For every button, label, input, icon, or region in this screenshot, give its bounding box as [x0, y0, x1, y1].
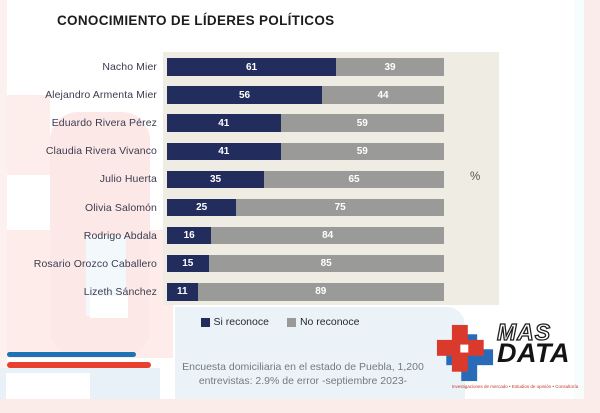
bar-value-label: 41	[218, 117, 230, 129]
bar-segment-no-reconoce: 75	[236, 198, 445, 217]
stacked-bar: 35 65	[167, 170, 445, 189]
stacked-bar: 15 85	[167, 254, 444, 273]
legend-label-si: Si reconoce	[213, 316, 269, 328]
survey-footnote: Encuesta domiciliaria en el estado de Pu…	[175, 360, 431, 388]
bar-segment-no-reconoce: 84	[211, 226, 444, 245]
bar-segment-si-reconoce: 25	[167, 198, 237, 217]
bar-value-label: 59	[356, 117, 368, 129]
bar-value-label: 85	[320, 258, 332, 270]
bar-value-label: 56	[238, 89, 251, 101]
bar-segment-si-reconoce: 15	[167, 254, 209, 273]
bar-segment-si-reconoce: 11	[167, 283, 198, 301]
bar-segment-no-reconoce: 44	[322, 86, 444, 104]
stacked-bar: 61 39	[167, 58, 444, 76]
category-label: Eduardo Rivera Pérez	[51, 117, 157, 130]
bar-segment-no-reconoce: 65	[264, 170, 445, 189]
category-label: Rodrigo Abdala	[83, 229, 157, 242]
stacked-bar: 56 44	[167, 86, 444, 104]
bar-value-label: 89	[315, 286, 327, 298]
legend-item-no-reconoce: No reconoce	[286, 316, 360, 328]
legend-item-si-reconoce: Si reconoce	[200, 316, 269, 328]
bar-value-label: 75	[334, 202, 346, 214]
bar-value-label: 15	[182, 258, 194, 270]
deco-red-accent-line	[7, 361, 151, 368]
stacked-bar: 41 59	[167, 114, 444, 132]
survey-footnote-line2: entrevistas: 2.9% de error -septiembre 2…	[198, 375, 408, 388]
category-label: Nacho Mier	[102, 61, 157, 74]
deco-right-edge-strip	[584, 0, 600, 413]
bar-segment-si-reconoce: 41	[167, 114, 281, 132]
bar-segment-si-reconoce: 35	[167, 170, 264, 189]
chart-row: Julio Huerta 35 65	[11, 165, 451, 193]
bar-segment-no-reconoce: 59	[280, 114, 444, 132]
category-label: Claudia Rivera Vivanco	[45, 145, 157, 158]
deco-right-cyan-strip	[574, 0, 584, 413]
chart-row: Eduardo Rivera Pérez 41 59	[11, 109, 451, 137]
chart-row: Alejandro Armenta Mier 56 44	[11, 81, 451, 109]
category-label: Alejandro Armenta Mier	[45, 89, 157, 102]
masdata-logo: MAS DATA Investigaciones de mercado • Es…	[436, 319, 594, 394]
bar-value-label: 25	[196, 202, 208, 214]
category-label: Rosario Orozco Caballero	[33, 257, 157, 270]
stacked-bar: 25 75	[167, 198, 445, 217]
bar-segment-no-reconoce: 85	[208, 254, 444, 273]
bar-value-label: 16	[183, 230, 195, 242]
deco-white-square-small	[90, 296, 128, 318]
logo-mas-text: MAS	[496, 319, 552, 345]
legend-label-no: No reconoce	[299, 316, 360, 328]
stacked-bar: 11 89	[167, 283, 444, 301]
bar-value-label: 84	[322, 230, 334, 242]
chart-row: Rodrigo Abdala 16 84	[11, 222, 451, 250]
deco-pink-block-upper-left	[7, 95, 50, 175]
bar-value-label: 39	[384, 61, 396, 73]
bar-value-label: 44	[377, 89, 389, 101]
chart-row: Rosario Orozco Caballero 15 85	[11, 250, 451, 278]
category-label: Olivia Salomón	[84, 201, 157, 214]
stacked-bar: 41 59	[167, 142, 444, 161]
logo-data-text: DATA	[497, 338, 570, 368]
bar-value-label: 65	[348, 173, 360, 185]
bar-value-label: 59	[356, 145, 368, 157]
chart-legend: Si reconoce No reconoce	[168, 316, 392, 328]
deco-blue-accent-line	[7, 352, 136, 357]
chart-title: CONOCIMIENTO DE LÍDERES POLÍTICOS	[57, 13, 335, 28]
bar-segment-si-reconoce: 41	[167, 142, 281, 161]
survey-footnote-line1: Encuesta domiciliaria en el estado de Pu…	[182, 361, 424, 373]
bar-segment-si-reconoce: 16	[167, 226, 212, 245]
bar-chart-rows: Nacho Mier 61 39 Alejandro Armenta Mier 56 44…	[11, 53, 451, 306]
deco-blue-footer-backdrop	[175, 307, 465, 399]
deco-left-edge-strip	[0, 0, 7, 413]
unit-percent-label: %	[470, 171, 481, 183]
chart-row: Claudia Rivera Vivanco 41 59	[11, 137, 451, 165]
chart-row: Nacho Mier 61 39	[11, 53, 451, 81]
legend-swatch-no-icon	[286, 317, 296, 327]
bar-value-label: 61	[245, 61, 258, 73]
bar-value-label: 35	[209, 173, 222, 185]
bar-segment-si-reconoce: 61	[167, 58, 336, 76]
category-label: Julio Huerta	[99, 173, 157, 186]
bar-segment-no-reconoce: 39	[336, 58, 444, 76]
legend-swatch-si-icon	[200, 317, 210, 327]
bar-value-label: 11	[176, 286, 188, 298]
deco-bottom-edge-strip	[0, 399, 600, 413]
masdata-cross-icon	[436, 324, 494, 382]
chart-row: Lizeth Sánchez 11 89	[11, 278, 451, 306]
stacked-bar: 16 84	[167, 226, 444, 245]
bar-segment-si-reconoce: 56	[167, 86, 323, 104]
category-label: Lizeth Sánchez	[83, 285, 157, 298]
bar-segment-no-reconoce: 89	[197, 283, 444, 301]
chart-row: Olivia Salomón 25 75	[11, 193, 451, 221]
logo-tagline: Investigaciones de mercado • Estudios de…	[451, 384, 579, 389]
bar-segment-no-reconoce: 59	[280, 142, 444, 161]
deco-bottom-left-white-square	[6, 373, 90, 400]
bar-value-label: 41	[218, 145, 230, 157]
